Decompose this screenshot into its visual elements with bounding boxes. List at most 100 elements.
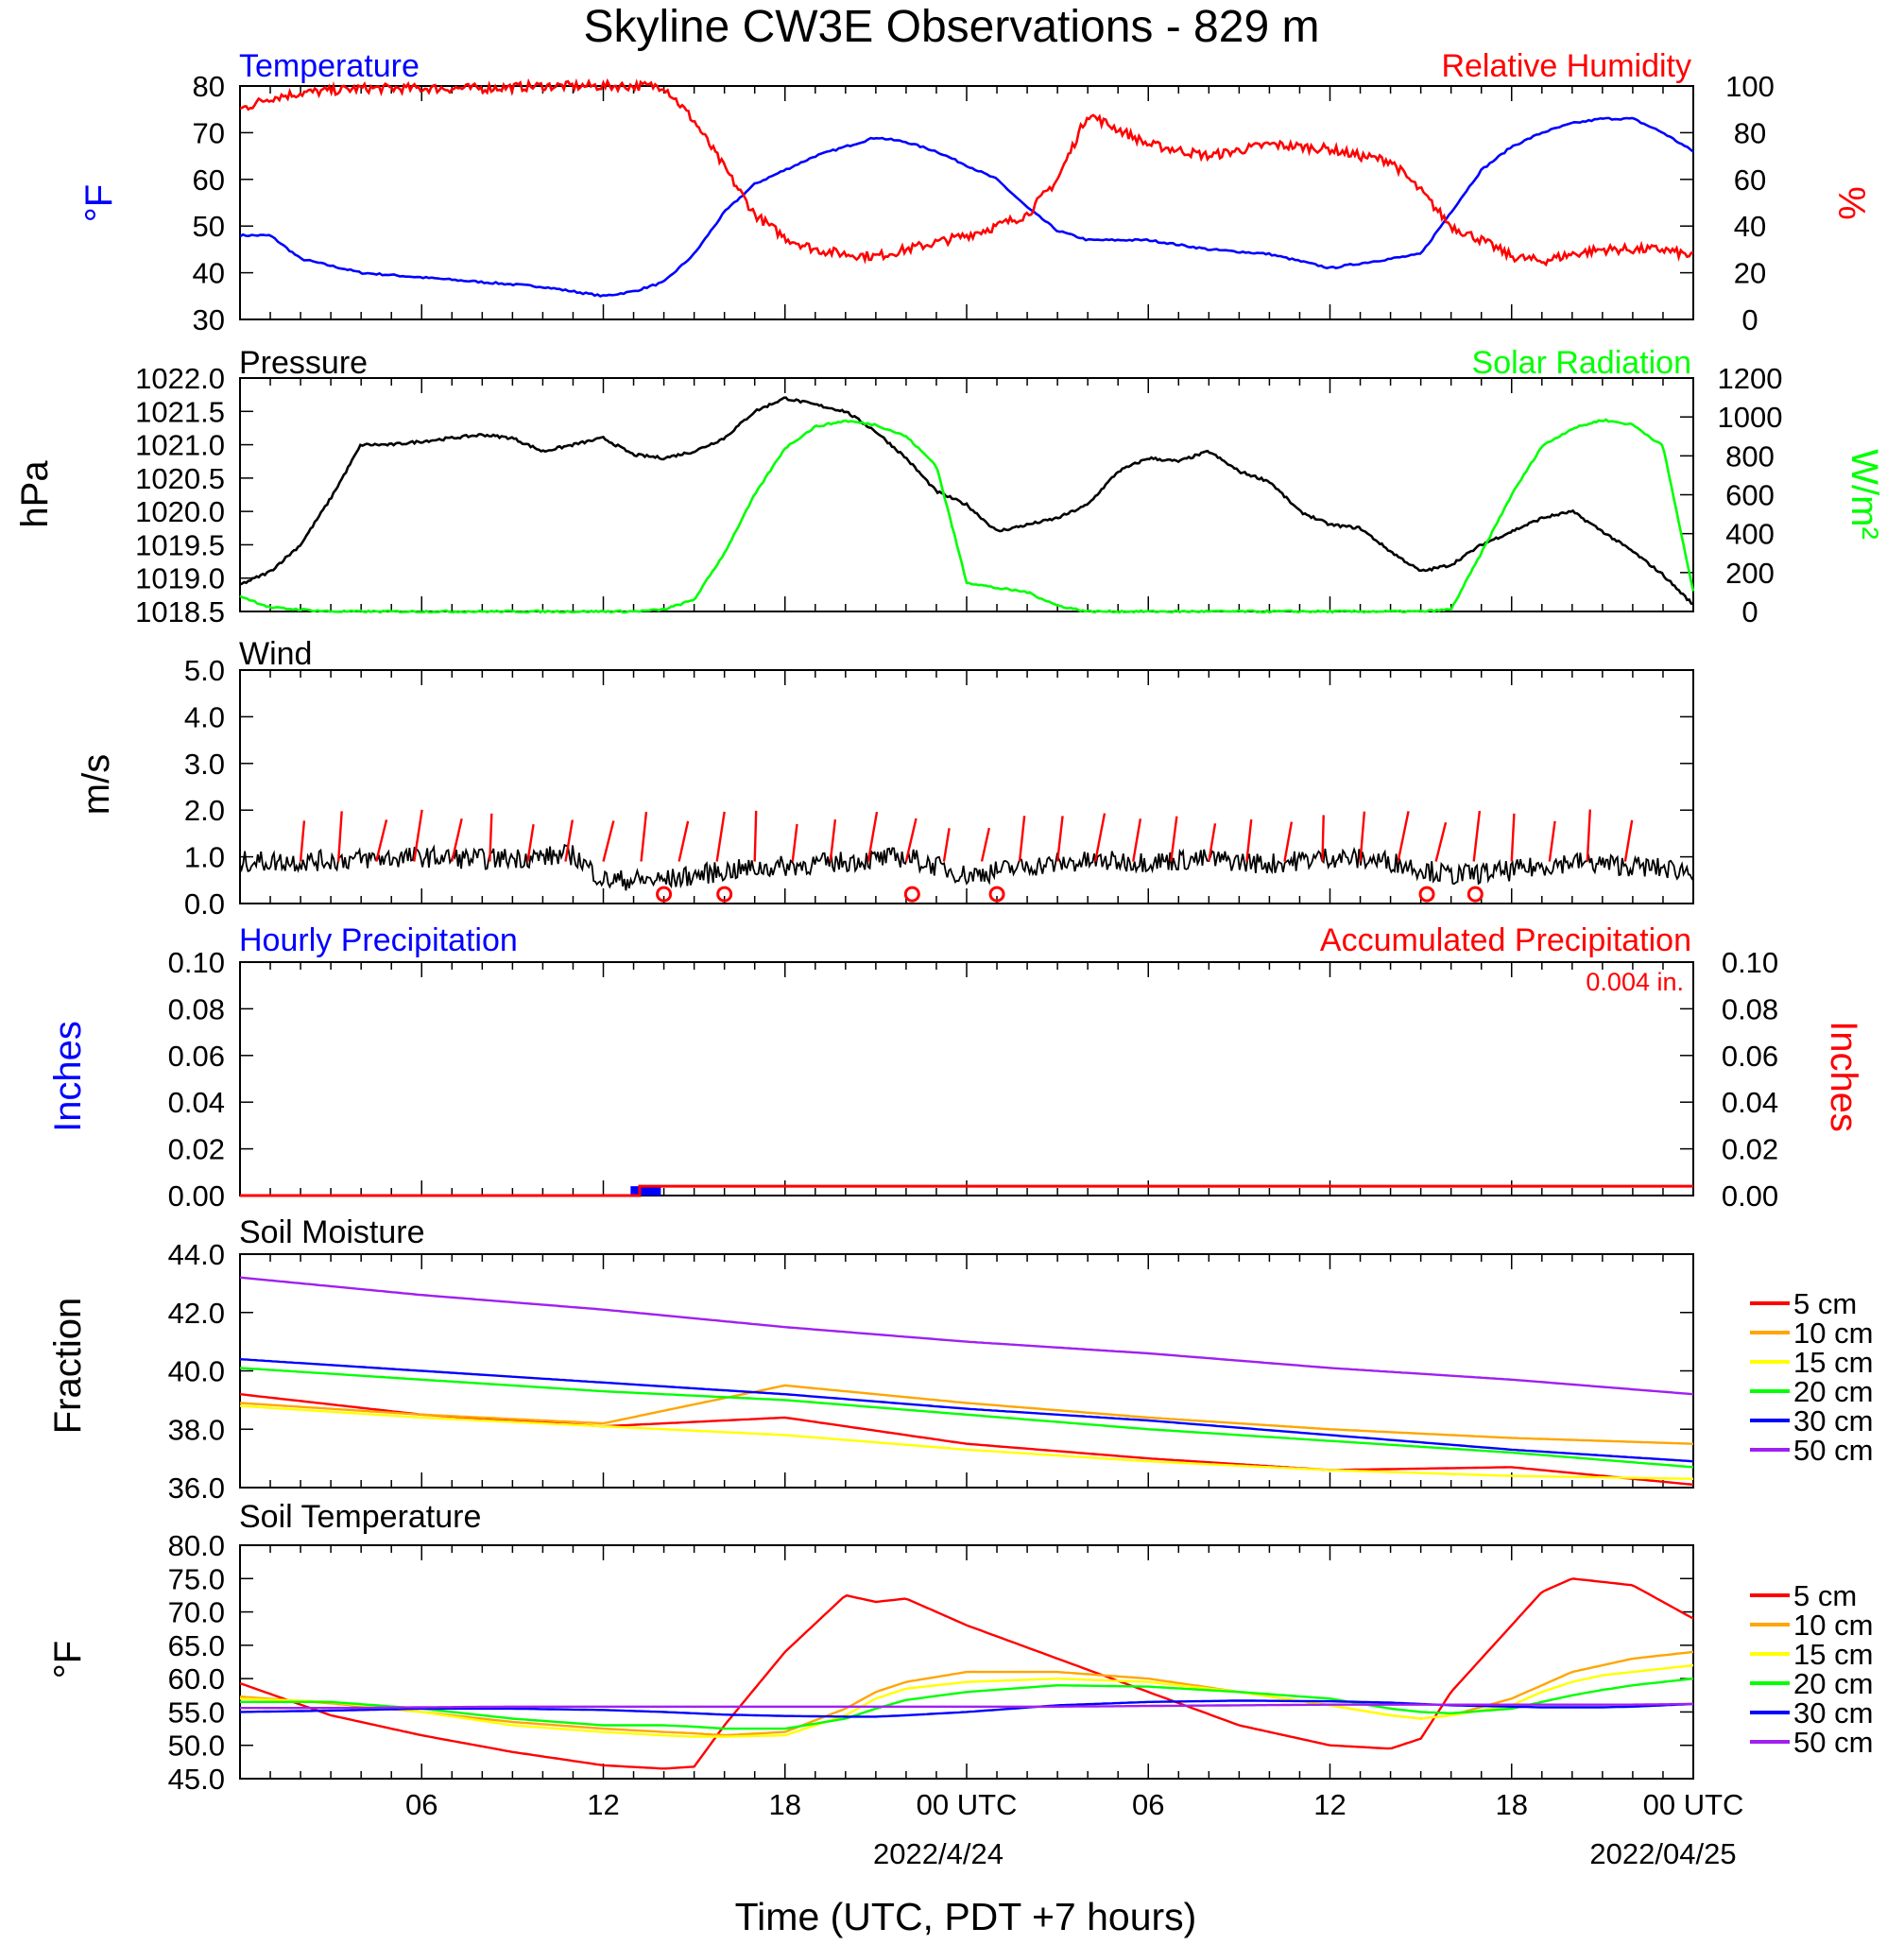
pressure-rtick-label: 400 [1725,518,1775,551]
pressure-ytick-label: 1019.0 [135,562,225,595]
wind-ytick-label: 4.0 [184,700,225,733]
wind-barb [791,823,798,862]
wind-barb [375,819,388,862]
precip-ytick-label: 0.00 [168,1179,225,1213]
pressure-rtick-label: 800 [1725,439,1775,473]
wind-barb [1434,821,1448,862]
soil-moisture-ytick-label: 40.0 [168,1355,225,1388]
pressure-unit: hPa [14,460,56,528]
precip-rtick-label: 0.10 [1722,946,1778,979]
wind-barb [1321,815,1325,862]
x-tick-label: 06 [405,1788,437,1821]
wind-barb [413,809,423,862]
wind-barb [1548,820,1556,862]
x-tick-label: 00 UTC [917,1788,1018,1821]
precip-ytick-label: 0.06 [168,1040,225,1073]
wind-barb [564,819,575,862]
precip-rtick-label: 0.00 [1722,1179,1778,1213]
precip-ytick-label: 0.08 [168,992,225,1025]
precip-left-unit: Inches [47,1021,89,1132]
wind-barb [1397,811,1410,862]
soil-temp-legend-label: 20 cm [1793,1667,1873,1700]
pressure-ytick-label: 1021.0 [135,429,225,462]
rh-unit: % [1830,186,1872,220]
soil-temp-line [239,1577,1694,1770]
wind-ytick-label: 5.0 [184,654,225,687]
accum-precip-line [240,1184,1693,1197]
soil-moisture-legend-label: 50 cm [1793,1434,1873,1467]
soil-temp-title: Soil Temperature [239,1499,481,1535]
wind-barb [1208,823,1217,862]
soil-moisture-legend-label: 30 cm [1793,1404,1873,1437]
accum-precip-title: Accumulated Precipitation [1320,922,1691,958]
precip-ytick-label: 0.10 [168,946,225,979]
wind-barb [1055,816,1064,862]
wind-barb [299,820,306,862]
pressure-rtick-label: 0 [1741,595,1758,628]
pressure-title: Pressure [239,345,368,381]
pressure-rtick-label: 1200 [1718,362,1783,395]
soil-temp-ytick-label: 45.0 [168,1763,225,1796]
wind-barb [1472,810,1482,862]
wind-barb [829,819,837,862]
chart-title: Skyline CW3E Observations - 829 m [584,2,1320,52]
pressure-ytick-label: 1019.5 [135,528,225,561]
wind-barb [451,818,463,862]
wind-barb [1586,809,1591,862]
soil-temp-legend-label: 50 cm [1793,1726,1873,1759]
temp-rh-ytick-label: 40 [193,257,225,290]
x-tick-label: 06 [1132,1788,1164,1821]
precip-rtick-label: 0.02 [1722,1133,1778,1166]
soil-moisture-line [239,1358,1694,1463]
soil-temp-legend-label: 15 cm [1793,1638,1873,1671]
wind-barb [640,811,648,862]
precip-ytick-label: 0.02 [168,1133,225,1166]
solar-line [239,418,1695,614]
calm-marker [903,886,920,903]
soil-moisture-ytick-label: 38.0 [168,1413,225,1446]
rh-title: Relative Humidity [1441,48,1691,84]
pressure-ytick-label: 1020.0 [135,495,225,528]
soil-moisture-line [239,1384,1694,1445]
soil-temp-ytick-label: 75.0 [168,1562,225,1595]
temp-unit: °F [78,184,120,222]
humidity-line [239,77,1694,267]
x-axis-label: Time (UTC, PDT +7 hours) [735,1895,1197,1938]
wind-ytick-label: 3.0 [184,748,225,781]
soil-temp-legend-label: 5 cm [1793,1579,1857,1612]
wind-barb [1018,816,1026,862]
soil-temp-legend-label: 10 cm [1793,1609,1873,1642]
soil-temp-unit: °F [47,1641,89,1678]
soil-moisture-line [239,1276,1694,1396]
pressure-rtick-label: 200 [1725,557,1775,590]
x-tick-label: 00 UTC [1643,1788,1744,1821]
x-tick-label: 18 [1496,1788,1528,1821]
wind-title: Wind [239,636,312,672]
wind-ytick-label: 2.0 [184,794,225,827]
temp-title: Temperature [239,48,420,84]
soil-moisture-legend-label: 10 cm [1793,1317,1873,1350]
soil-temp-line [240,1677,1694,1730]
soil-moisture-legend-label: 20 cm [1793,1375,1873,1408]
calm-marker [716,886,733,903]
x-tick-label: 12 [1313,1788,1346,1821]
x-date-1: 2022/4/24 [873,1837,1003,1870]
temp-rh-ytick-label: 50 [193,210,225,243]
plot-layer: 8070605040301008060402001022.01021.51021… [135,70,1873,1821]
wind-barb [678,820,690,862]
temp-rh-rtick-label: 100 [1725,70,1775,103]
soil-moisture-line [239,1404,1693,1480]
wind-barb [1510,813,1516,862]
soil-temp-legend-label: 30 cm [1793,1696,1873,1730]
temp-rh-rtick-label: 40 [1734,210,1766,243]
soil-moisture-unit: Fraction [47,1298,89,1435]
soil-moisture-legend-label: 5 cm [1793,1287,1857,1320]
wind-barb [1623,819,1634,862]
soil-moisture-ytick-label: 36.0 [168,1472,225,1505]
soil-moisture-title: Soil Moisture [239,1214,425,1250]
soil-temp-ytick-label: 50.0 [168,1730,225,1763]
calm-marker [1418,886,1435,903]
pressure-ytick-label: 1020.5 [135,462,225,495]
wind-barb [1359,811,1366,862]
